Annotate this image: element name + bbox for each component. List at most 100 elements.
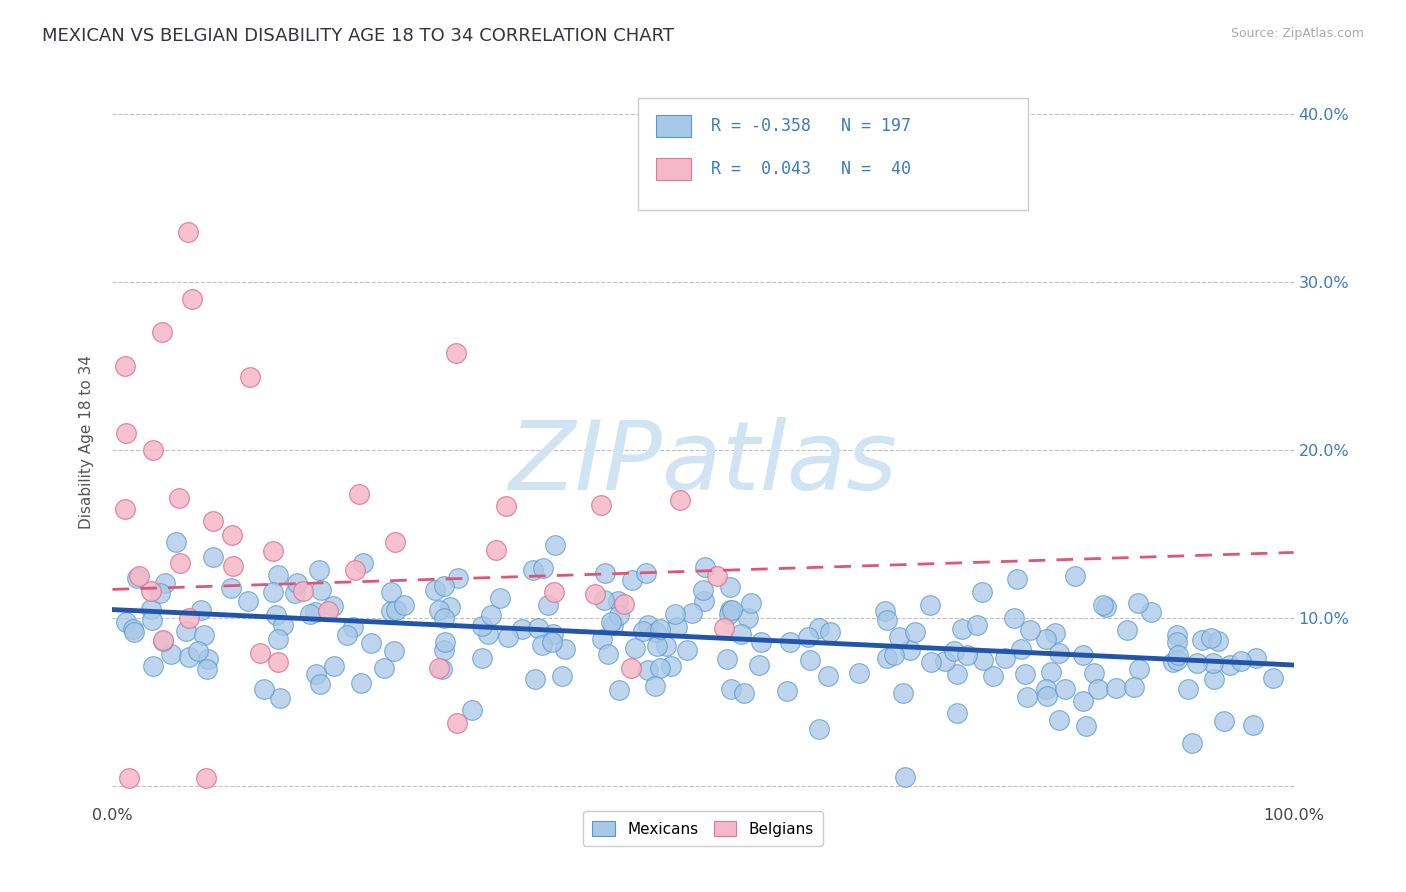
Point — [262, 585, 284, 599]
Point — [624, 641, 647, 656]
Point — [644, 680, 666, 694]
Point — [195, 662, 218, 676]
Point — [543, 584, 565, 599]
Point — [471, 619, 494, 633]
Point — [342, 620, 364, 634]
Point — [598, 648, 620, 662]
Point — [607, 683, 630, 698]
Point — [887, 630, 910, 644]
Point — [446, 345, 468, 359]
Point — [222, 558, 245, 573]
Point — [253, 681, 276, 696]
Point — [1005, 573, 1028, 587]
Point — [1083, 665, 1105, 680]
Point — [717, 607, 740, 621]
Point — [537, 598, 560, 612]
Point — [693, 560, 716, 574]
Point — [194, 771, 217, 785]
Point — [1206, 633, 1229, 648]
Point — [934, 654, 956, 668]
Point — [554, 641, 576, 656]
Point — [876, 613, 898, 627]
Point — [446, 715, 468, 730]
Point — [904, 624, 927, 639]
Point — [637, 663, 659, 677]
Point — [718, 580, 741, 594]
Point — [1213, 714, 1236, 728]
Point — [269, 691, 291, 706]
Point — [1166, 627, 1188, 641]
Point — [477, 627, 499, 641]
Point — [730, 627, 752, 641]
Point — [644, 624, 666, 639]
Point — [1261, 672, 1284, 686]
Point — [271, 617, 294, 632]
Point — [599, 615, 621, 629]
Point — [236, 594, 259, 608]
Point — [526, 622, 548, 636]
Point — [665, 620, 688, 634]
Point — [447, 571, 470, 585]
Point — [1035, 632, 1057, 646]
Point — [121, 622, 143, 636]
Y-axis label: Disability Age 18 to 34: Disability Age 18 to 34 — [79, 354, 94, 529]
Point — [1219, 658, 1241, 673]
Point — [946, 666, 969, 681]
Point — [779, 634, 801, 648]
Point — [993, 651, 1015, 665]
Point — [1128, 662, 1150, 676]
Point — [190, 603, 212, 617]
Point — [434, 635, 457, 649]
Point — [291, 584, 314, 599]
Point — [650, 623, 672, 637]
Point — [950, 622, 973, 636]
Point — [1010, 642, 1032, 657]
Point — [1126, 596, 1149, 610]
Point — [114, 359, 136, 373]
Point — [1241, 718, 1264, 732]
Point — [433, 642, 456, 657]
Point — [249, 646, 271, 660]
Point — [180, 292, 202, 306]
Point — [636, 566, 658, 580]
Point — [1199, 631, 1222, 645]
Point — [1181, 736, 1204, 750]
Point — [1043, 626, 1066, 640]
Point — [1071, 694, 1094, 708]
Point — [385, 603, 408, 617]
Point — [631, 624, 654, 638]
Point — [720, 603, 742, 617]
Point — [115, 426, 138, 441]
Point — [637, 617, 659, 632]
Point — [541, 635, 564, 649]
Point — [267, 655, 290, 669]
Point — [966, 617, 988, 632]
Point — [1091, 598, 1114, 612]
Point — [239, 369, 262, 384]
Point — [883, 648, 905, 662]
Point — [1047, 714, 1070, 728]
Point — [1202, 656, 1225, 670]
Point — [606, 593, 628, 607]
Point — [654, 639, 676, 653]
Point — [305, 667, 328, 681]
Point — [298, 607, 321, 622]
Point — [148, 586, 170, 600]
Point — [1166, 635, 1188, 649]
Point — [875, 604, 897, 618]
Point — [681, 606, 703, 620]
Point — [943, 644, 966, 658]
Point — [285, 576, 308, 591]
Point — [669, 493, 692, 508]
Point — [1167, 648, 1189, 663]
FancyBboxPatch shape — [655, 158, 692, 180]
Point — [1177, 681, 1199, 696]
Point — [918, 598, 941, 612]
Point — [384, 534, 406, 549]
Point — [733, 686, 755, 700]
Point — [945, 706, 967, 720]
Point — [150, 326, 173, 340]
Point — [799, 652, 821, 666]
FancyBboxPatch shape — [655, 115, 692, 136]
Point — [544, 538, 567, 552]
